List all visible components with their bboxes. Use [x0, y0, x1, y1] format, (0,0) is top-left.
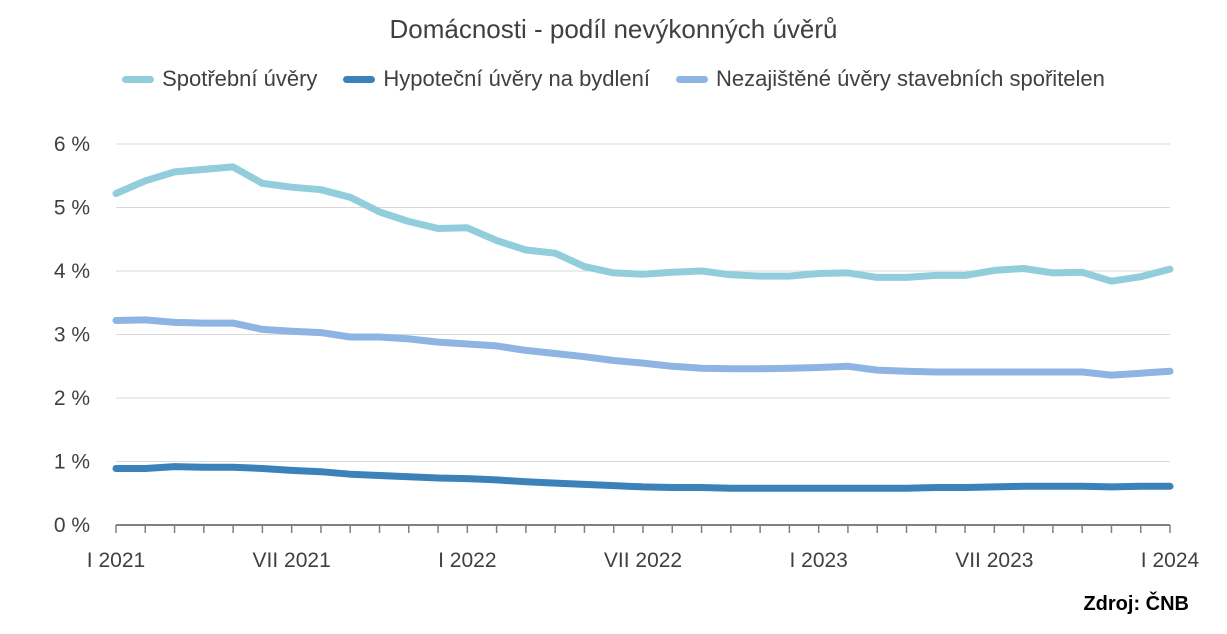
x-tick-label: VII 2023: [955, 549, 1033, 572]
series-line-consumer: [112, 163, 1174, 285]
x-tick-label: I 2024: [1141, 549, 1200, 572]
legend-label-consumer: Spotřební úvěry: [162, 66, 318, 91]
y-tick-label: 1 %: [54, 451, 90, 474]
legend-label-mortgage: Hypoteční úvěry na bydlení: [383, 66, 651, 91]
series-line-building-savings: [112, 316, 1174, 379]
y-tick-label: 3 %: [54, 324, 90, 347]
legend-swatch-consumer: [122, 75, 155, 83]
x-tick-label: I 2023: [789, 549, 847, 572]
legend-item-mortgage: Hypoteční úvěry na bydlení: [343, 66, 650, 92]
source-label: Zdroj: ČNB: [1083, 593, 1189, 615]
legend-item-consumer: Spotřební úvěry: [122, 66, 317, 92]
y-tick-label: 6 %: [54, 133, 90, 156]
series-line-mortgage: [112, 463, 1174, 492]
legend-label-building-savings: Nezajištěné úvěry stavebních spořitelen: [716, 66, 1105, 91]
x-tick-label: I 2022: [438, 549, 496, 572]
y-tick-label: 2 %: [54, 387, 90, 410]
legend-swatch-building-savings: [676, 75, 709, 83]
chart-legend: Spotřební úvěry Hypoteční úvěry na bydle…: [0, 66, 1227, 92]
legend-item-building-savings: Nezajištěné úvěry stavebních spořitelen: [676, 66, 1105, 92]
y-tick-label: 5 %: [54, 197, 90, 220]
x-tick-label: VII 2022: [604, 549, 682, 572]
x-tick-label: VII 2021: [253, 549, 331, 572]
y-tick-label: 0 %: [54, 514, 90, 537]
x-tick-label: I 2021: [87, 549, 145, 572]
legend-swatch-mortgage: [343, 75, 376, 83]
chart-title: Domácnosti - podíl nevýkonných úvěrů: [389, 14, 838, 44]
y-tick-label: 4 %: [54, 260, 90, 283]
